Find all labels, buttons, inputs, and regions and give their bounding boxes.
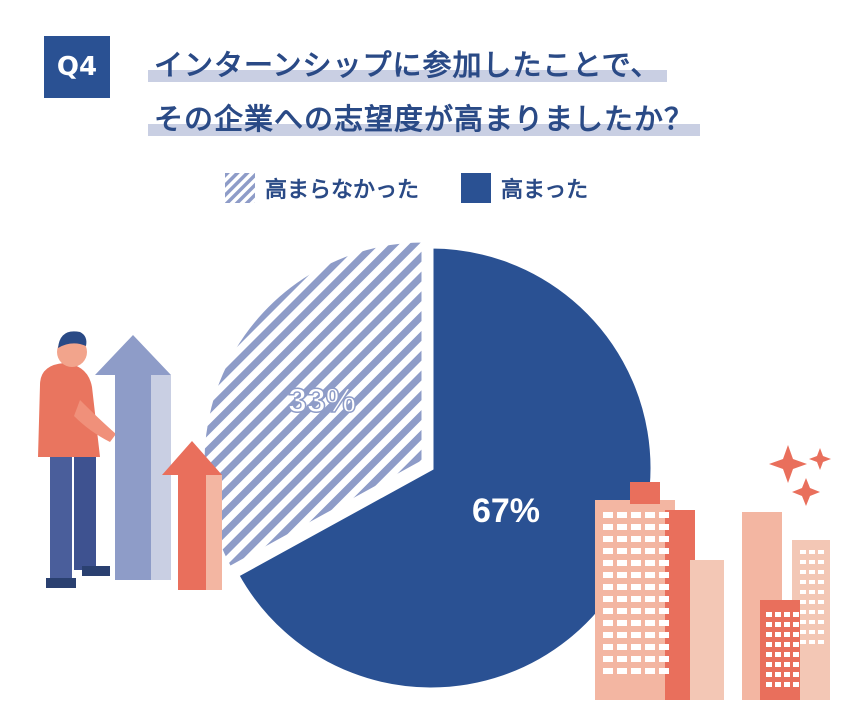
slice-label-increased: 67%	[472, 492, 540, 530]
buildings-illustration	[595, 482, 830, 700]
question-title-line-2: その企業への志望度が高まりましたか？	[148, 96, 701, 138]
arrow-up-icon-small	[162, 441, 222, 590]
question-number: Q4	[56, 52, 98, 82]
question-title-line-1: インターンシップに参加したことで、	[148, 42, 667, 84]
legend-item-increased: 高まった	[461, 172, 588, 204]
chart-legend: 高まらなかった 高まった	[225, 172, 616, 204]
title-text-1: インターンシップに参加したことで、	[154, 48, 661, 82]
legend-label-increased: 高まった	[501, 178, 589, 203]
legend-label-not-increased: 高まらなかった	[265, 178, 420, 203]
arrow-up-icon	[95, 335, 171, 580]
title-text-2: その企業への志望度が高まりましたか？	[154, 102, 695, 136]
solid-swatch-icon	[461, 173, 492, 203]
hatched-swatch-icon	[225, 173, 255, 203]
slice-label-not-increased: 33%	[288, 382, 356, 420]
question-badge: Q4	[44, 36, 110, 98]
sparkle-icon	[769, 445, 831, 506]
pie-slices	[199, 237, 656, 693]
legend-item-not-increased: 高まらなかった	[225, 172, 419, 204]
person-illustration	[38, 331, 116, 588]
